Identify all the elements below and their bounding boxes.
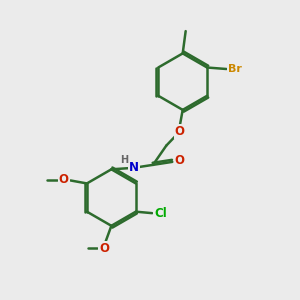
Text: N: N (129, 161, 139, 174)
Text: O: O (59, 173, 69, 186)
Text: H: H (120, 154, 128, 164)
Text: O: O (175, 125, 185, 138)
Text: O: O (99, 242, 109, 255)
Text: Br: Br (228, 64, 242, 74)
Text: Cl: Cl (154, 207, 167, 220)
Text: O: O (175, 154, 185, 167)
